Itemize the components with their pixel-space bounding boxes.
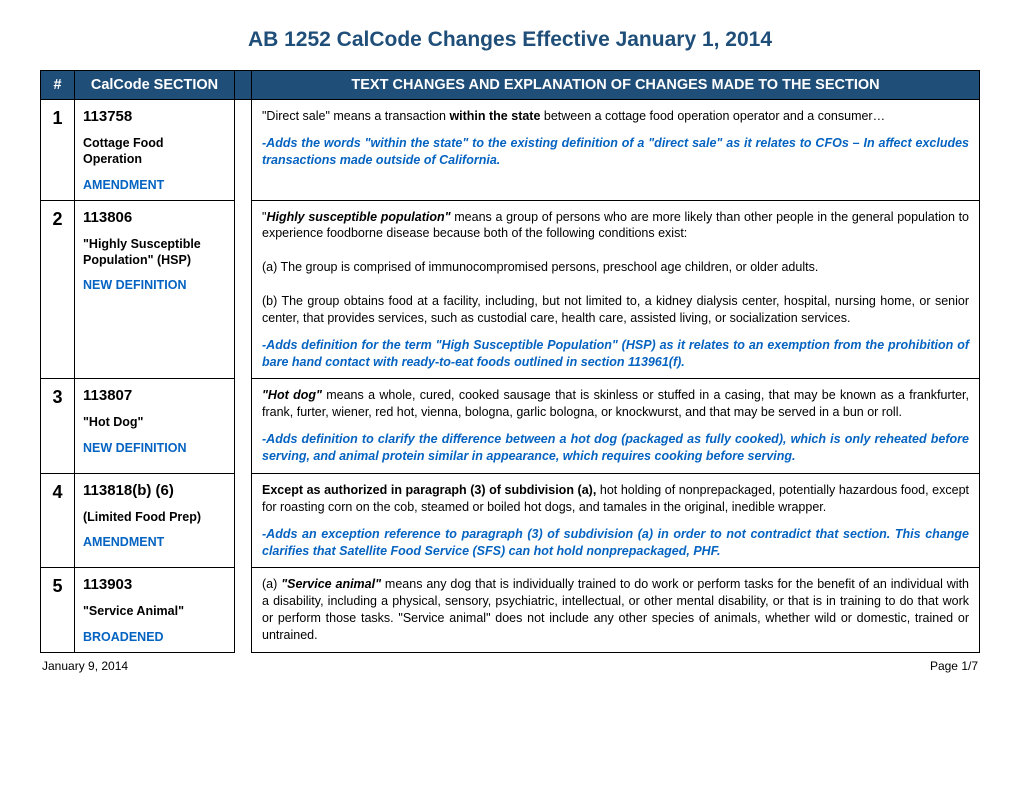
- row-number: 2: [41, 200, 75, 379]
- section-cell: 113807 "Hot Dog" NEW DEFINITION: [75, 379, 235, 474]
- section-topic: "Hot Dog": [83, 414, 226, 430]
- section-cell: 113758 Cottage Food Operation AMENDMENT: [75, 100, 235, 201]
- text-cell: (a) "Service animal" means any dog that …: [252, 568, 980, 653]
- section-code: 113806: [83, 209, 226, 226]
- explanation-note: -Adds an exception reference to paragrap…: [262, 526, 969, 560]
- footer-page: Page 1/7: [930, 659, 978, 673]
- page-title: AB 1252 CalCode Changes Effective Januar…: [40, 28, 980, 52]
- section-code: 113807: [83, 387, 226, 404]
- body-text: "Highly susceptible population" means a …: [262, 209, 969, 327]
- header-gap: [235, 71, 252, 100]
- header-num: #: [41, 71, 75, 100]
- section-cell: 113903 "Service Animal" BROADENED: [75, 568, 235, 653]
- row-number: 1: [41, 100, 75, 201]
- table-row: 2 113806 "Highly Susceptible Population" (…: [41, 200, 980, 379]
- section-topic: "Highly Susceptible Population" (HSP): [83, 236, 226, 269]
- row-number: 3: [41, 379, 75, 474]
- body-text: "Hot dog" means a whole, cured, cooked s…: [262, 387, 969, 421]
- row-number: 4: [41, 473, 75, 568]
- section-topic: "Service Animal": [83, 603, 226, 619]
- footer-date: January 9, 2014: [42, 659, 128, 673]
- section-tag: BROADENED: [83, 630, 226, 644]
- body-text: Except as authorized in paragraph (3) of…: [262, 482, 969, 516]
- text-cell: Except as authorized in paragraph (3) of…: [252, 473, 980, 568]
- row-number: 5: [41, 568, 75, 653]
- section-code: 113758: [83, 108, 226, 125]
- section-tag: AMENDMENT: [83, 178, 226, 192]
- table-row: 5 113903 "Service Animal" BROADENED (a) "Ser…: [41, 568, 980, 653]
- explanation-note: -Adds definition to clarify the differen…: [262, 431, 969, 465]
- table-header-row: # CalCode SECTION TEXT CHANGES AND EXPLA…: [41, 71, 980, 100]
- gap-cell: [235, 473, 252, 568]
- section-topic: (Limited Food Prep): [83, 509, 226, 525]
- table-row: 4 113818(b) (6) (Limited Food Prep) AMENDME…: [41, 473, 980, 568]
- gap-cell: [235, 568, 252, 653]
- section-tag: AMENDMENT: [83, 535, 226, 549]
- changes-table: # CalCode SECTION TEXT CHANGES AND EXPLA…: [40, 70, 980, 653]
- section-code: 113818(b) (6): [83, 482, 226, 499]
- table-row: 1 113758 Cottage Food Operation AMENDMENT "D…: [41, 100, 980, 201]
- text-cell: "Direct sale" means a transaction within…: [252, 100, 980, 201]
- gap-cell: [235, 200, 252, 379]
- section-tag: NEW DEFINITION: [83, 278, 226, 292]
- explanation-note: -Adds the words "within the state" to th…: [262, 135, 969, 169]
- body-text: (a) "Service animal" means any dog that …: [262, 576, 969, 644]
- text-cell: "Hot dog" means a whole, cured, cooked s…: [252, 379, 980, 474]
- gap-cell: [235, 379, 252, 474]
- page-footer: January 9, 2014 Page 1/7: [40, 659, 980, 673]
- section-tag: NEW DEFINITION: [83, 441, 226, 455]
- section-topic: Cottage Food Operation: [83, 135, 226, 168]
- section-code: 113903: [83, 576, 226, 593]
- text-cell: "Highly susceptible population" means a …: [252, 200, 980, 379]
- explanation-note: -Adds definition for the term "High Susc…: [262, 337, 969, 371]
- body-text: "Direct sale" means a transaction within…: [262, 108, 969, 125]
- section-cell: 113818(b) (6) (Limited Food Prep) AMENDMEN…: [75, 473, 235, 568]
- header-text: TEXT CHANGES AND EXPLANATION OF CHANGES …: [252, 71, 980, 100]
- gap-cell: [235, 100, 252, 201]
- section-cell: 113806 "Highly Susceptible Population" (H…: [75, 200, 235, 379]
- header-section: CalCode SECTION: [75, 71, 235, 100]
- table-row: 3 113807 "Hot Dog" NEW DEFINITION "Hot dog"…: [41, 379, 980, 474]
